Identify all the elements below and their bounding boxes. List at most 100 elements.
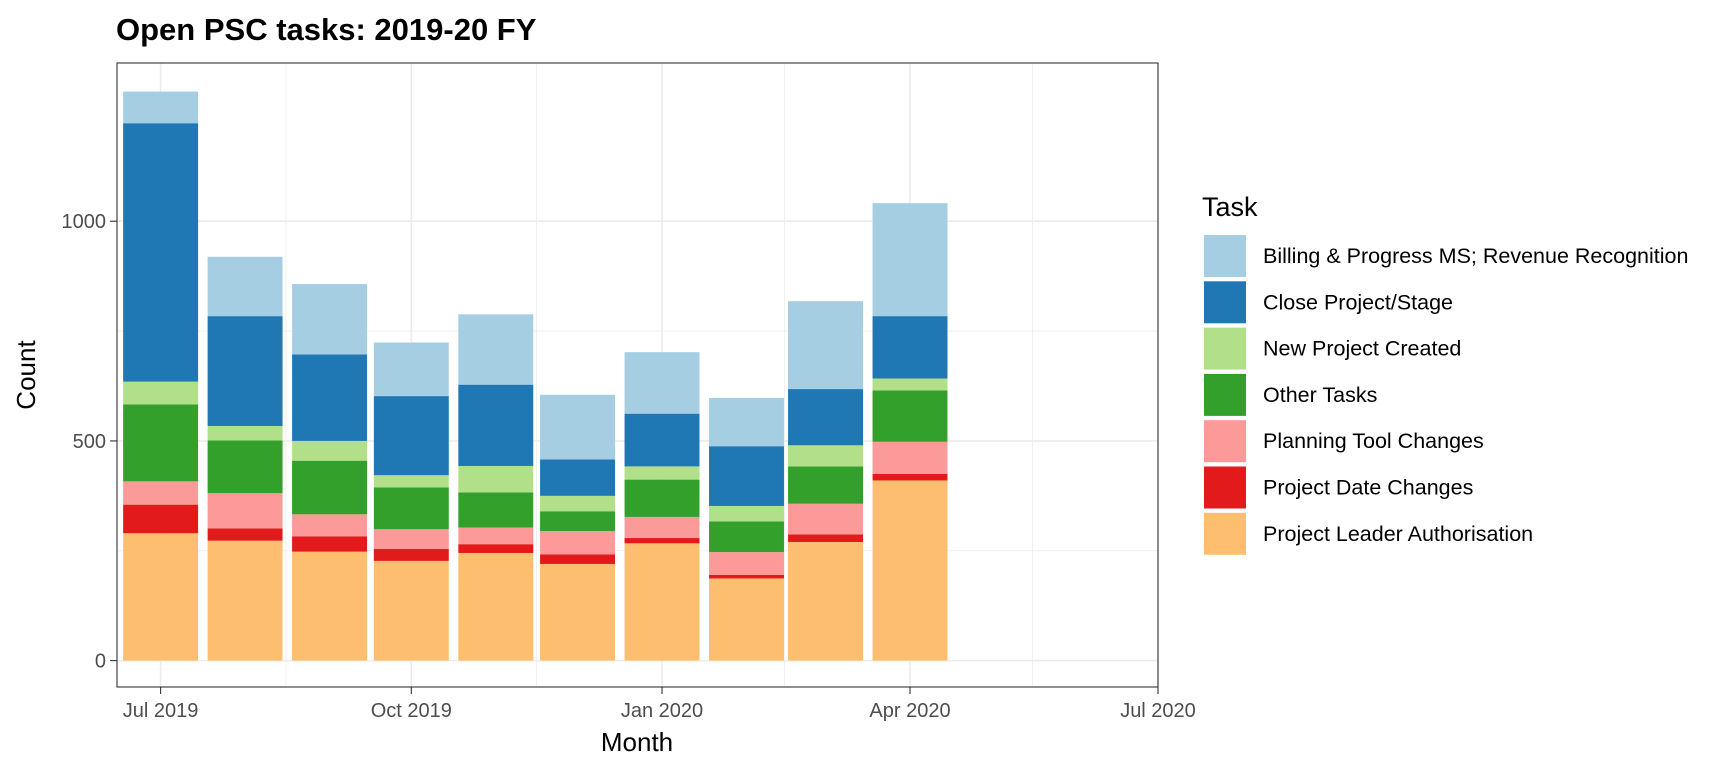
bar-segment bbox=[709, 446, 784, 506]
bar-segment bbox=[373, 529, 449, 550]
bar-segment bbox=[373, 487, 449, 530]
bar-segment bbox=[458, 527, 534, 545]
x-tick-label: Jul 2020 bbox=[1120, 700, 1196, 722]
bar-segment bbox=[292, 514, 368, 537]
bar-segment bbox=[540, 563, 616, 661]
legend-label: Project Leader Authorisation bbox=[1263, 522, 1533, 546]
bar-segment bbox=[373, 396, 449, 476]
legend-title: Task bbox=[1202, 192, 1258, 222]
bar-segment bbox=[872, 473, 948, 481]
legend-swatch bbox=[1204, 235, 1246, 277]
bar-segment bbox=[872, 480, 948, 661]
legend-label: Other Tasks bbox=[1263, 383, 1377, 407]
bars bbox=[123, 91, 948, 661]
bar-segment bbox=[207, 528, 283, 541]
chart-title: Open PSC tasks: 2019-20 FY bbox=[116, 12, 537, 47]
plot-panel-border bbox=[116, 62, 1159, 688]
bar-segment bbox=[373, 549, 449, 561]
bar-segment bbox=[788, 445, 864, 467]
bar-segment bbox=[624, 466, 700, 480]
bar-segment bbox=[709, 578, 784, 661]
legend-swatch bbox=[1204, 420, 1246, 463]
bar-segment bbox=[458, 552, 534, 661]
bar-segment bbox=[624, 413, 700, 467]
legend-swatch bbox=[1204, 327, 1246, 370]
bar-segment bbox=[540, 511, 616, 531]
bar-segment bbox=[373, 475, 449, 488]
bar-segment bbox=[292, 354, 368, 441]
bar-segment bbox=[458, 465, 534, 493]
bar-segment bbox=[624, 538, 700, 544]
bar-segment bbox=[123, 404, 199, 482]
bar-segment bbox=[624, 352, 700, 414]
bar-segment bbox=[123, 504, 199, 534]
legend-label: Close Project/Stage bbox=[1263, 290, 1453, 314]
axes: 0 500 1000 Jul 2019 Oct 2019 Jan 2020 Apr 2020… bbox=[62, 211, 1196, 722]
bar-segment bbox=[123, 481, 199, 505]
x-tick-label: Oct 2019 bbox=[371, 700, 452, 722]
bar-segment bbox=[709, 552, 784, 575]
bar-segment bbox=[458, 544, 534, 553]
bar-segment bbox=[123, 91, 199, 124]
bar-segment bbox=[872, 441, 948, 474]
bar-segment bbox=[292, 440, 368, 461]
bar-segment bbox=[123, 123, 199, 382]
legend-swatch bbox=[1204, 373, 1246, 416]
x-tick-label: Apr 2020 bbox=[869, 700, 950, 722]
bar-segment bbox=[458, 314, 534, 385]
bar-segment bbox=[373, 342, 449, 397]
bar-segment bbox=[624, 479, 700, 517]
legend-label: New Project Created bbox=[1263, 337, 1461, 361]
legend-label: Planning Tool Changes bbox=[1263, 429, 1484, 453]
x-tick-label: Jan 2020 bbox=[621, 700, 703, 722]
bar-segment bbox=[709, 574, 784, 579]
bar-segment bbox=[872, 203, 948, 317]
bar-segment bbox=[207, 493, 283, 529]
bar-segment bbox=[207, 540, 283, 661]
bar-segment bbox=[540, 459, 616, 496]
bar-segment bbox=[709, 521, 784, 553]
bar-segment bbox=[207, 440, 283, 494]
bar-segment bbox=[624, 543, 700, 661]
x-axis-title: Month bbox=[601, 727, 673, 757]
legend-swatch bbox=[1204, 466, 1246, 509]
bar-segment bbox=[788, 389, 864, 446]
x-tick-label: Jul 2019 bbox=[123, 700, 199, 722]
legend: Task Billing & Progress MS; Revenue Reco… bbox=[1202, 192, 1688, 555]
bar-segment bbox=[709, 397, 784, 447]
bar-segment bbox=[624, 516, 700, 539]
bar-segment bbox=[788, 301, 864, 390]
bar-segment bbox=[458, 492, 534, 528]
bar-segment bbox=[709, 505, 784, 522]
y-axis-title: Count bbox=[11, 340, 41, 410]
bar-segment bbox=[788, 541, 864, 661]
bar-segment bbox=[788, 534, 864, 542]
bar-segment bbox=[207, 425, 283, 441]
bar-segment bbox=[373, 560, 449, 661]
bar-segment bbox=[123, 381, 199, 405]
y-tick-label: 0 bbox=[95, 651, 106, 673]
bar-segment bbox=[123, 533, 199, 661]
bar-segment bbox=[207, 256, 283, 317]
bar-segment bbox=[292, 284, 368, 355]
bar-segment bbox=[872, 390, 948, 442]
bar-segment bbox=[292, 551, 368, 661]
bar-segment bbox=[292, 536, 368, 552]
bar-segment bbox=[872, 316, 948, 379]
bar-segment bbox=[540, 394, 616, 460]
bar-segment bbox=[788, 466, 864, 504]
legend-label: Billing & Progress MS; Revenue Recogniti… bbox=[1263, 244, 1688, 268]
bar-segment bbox=[788, 503, 864, 535]
legend-label: Project Date Changes bbox=[1263, 476, 1473, 500]
bar-segment bbox=[540, 531, 616, 555]
bar-segment bbox=[458, 384, 534, 466]
bar-segment bbox=[540, 495, 616, 512]
bar-segment bbox=[207, 316, 283, 426]
y-tick-label: 500 bbox=[73, 431, 106, 453]
legend-swatch bbox=[1204, 281, 1246, 324]
legend-swatch bbox=[1204, 512, 1246, 555]
y-tick-label: 1000 bbox=[62, 211, 107, 233]
bar-segment bbox=[540, 554, 616, 564]
bar-segment bbox=[872, 378, 948, 391]
